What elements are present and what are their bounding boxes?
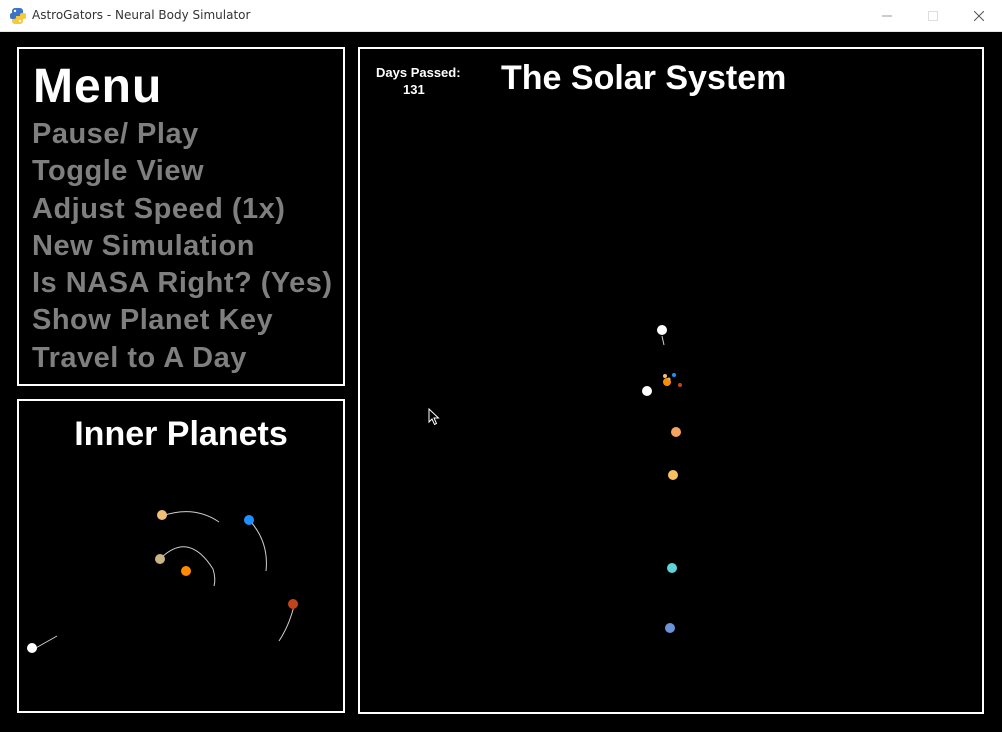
close-icon [974, 11, 984, 21]
mercury-dot [155, 554, 165, 564]
solar-system-panel: Days Passed: 131 The Solar System [358, 47, 984, 714]
white-body-dot [642, 386, 652, 396]
inner-planets-view [27, 510, 298, 653]
solar-system-title: The Solar System [501, 59, 787, 97]
cluster-mars-dot [678, 383, 682, 387]
menu-item-show-planet-key[interactable]: Show Planet Key [32, 304, 274, 337]
earth-dot [244, 515, 254, 525]
close-button[interactable] [956, 0, 1002, 32]
jupiter-dot [671, 427, 681, 437]
uranus-dot [667, 563, 677, 573]
outer-comet-trail [661, 335, 665, 346]
days-passed-label: Days Passed: [376, 65, 461, 80]
title-bar: AstroGators - Neural Body Simulator [0, 0, 1002, 32]
mars-dot [288, 599, 298, 609]
sun-dot [181, 566, 191, 576]
window-title: AstroGators - Neural Body Simulator [32, 8, 251, 22]
earth-trail [250, 521, 267, 572]
minimize-button[interactable] [864, 0, 910, 32]
menu-list: Pause/ Play Toggle View Adjust Speed (1x… [32, 116, 333, 377]
venus-dot [157, 510, 167, 520]
menu-panel: Menu Pause/ Play Toggle View Adjust Spee… [17, 47, 345, 386]
inner-planets-title: Inner Planets [74, 415, 288, 453]
venus-trail [161, 511, 220, 523]
days-passed-value: 131 [403, 82, 425, 97]
maximize-icon [928, 11, 938, 21]
cluster-earth-dot [672, 373, 676, 377]
menu-item-toggle-view[interactable]: Toggle View [32, 155, 205, 188]
menu-item-adjust-speed[interactable]: Adjust Speed (1x) [32, 192, 286, 225]
mars-trail [278, 605, 295, 642]
mercury-trail [160, 546, 216, 587]
menu-item-new-simulation[interactable]: New Simulation [32, 229, 255, 262]
outer-comet-dot [657, 325, 667, 335]
saturn-dot [668, 470, 678, 480]
cluster-venus-dot [663, 374, 667, 378]
menu-title: Menu [33, 60, 163, 113]
menu-item-travel-to-day[interactable]: Travel to A Day [32, 341, 247, 374]
minimize-icon [882, 15, 892, 17]
menu-item-is-nasa-right[interactable]: Is NASA Right? (Yes) [32, 267, 333, 300]
python-icon [10, 8, 26, 24]
menu-item-pause-play[interactable]: Pause/ Play [32, 118, 199, 150]
comet-trail [33, 635, 58, 650]
inner-planets-panel: Inner Planets [17, 399, 345, 713]
neptune-dot [665, 623, 675, 633]
mouse-cursor-icon [428, 408, 440, 426]
cluster-mercury-dot [667, 377, 671, 381]
solar-system-view [642, 325, 682, 633]
comet-dot [27, 643, 37, 653]
maximize-button[interactable] [910, 0, 956, 32]
